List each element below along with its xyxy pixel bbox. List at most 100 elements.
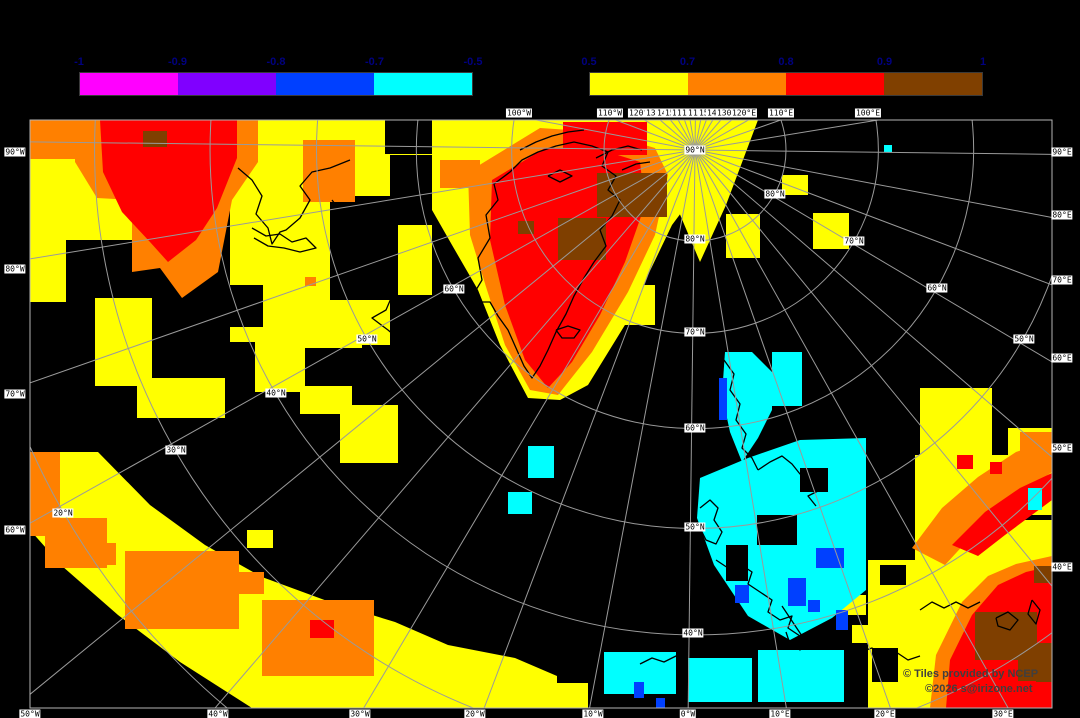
meridian-line xyxy=(30,149,696,695)
grid-label: 130°E xyxy=(715,108,743,118)
legend-negative: -1 -0.9 -0.8 -0.7 -0.5 xyxy=(74,56,482,96)
grid-label: 60°N xyxy=(684,423,706,433)
meridian-line xyxy=(694,149,891,708)
field-cell-cyan xyxy=(772,352,802,406)
field-blob-yellow xyxy=(30,452,557,708)
coastline xyxy=(547,169,573,183)
field-cell-blue xyxy=(816,548,844,568)
field-cell-cyan xyxy=(884,145,892,152)
meridian-line xyxy=(483,149,696,708)
grid-label: 110°W xyxy=(596,108,624,118)
coastline xyxy=(715,559,921,661)
field-cell-cyan xyxy=(528,446,554,478)
grid-label: 80°N xyxy=(684,234,706,244)
legend-tick: 0.8 xyxy=(778,56,794,68)
grid-label: 50°W xyxy=(19,709,41,718)
field-cell-yellow xyxy=(340,405,398,463)
grid-label: 100°E xyxy=(854,108,882,118)
field-cell-yellow xyxy=(247,530,273,548)
grid-label: 20°E xyxy=(874,709,896,718)
coastline xyxy=(331,199,419,353)
coastline xyxy=(251,227,317,253)
meridian-line xyxy=(694,149,1052,587)
meridian-line xyxy=(363,149,696,708)
latitude-circle xyxy=(94,120,1052,708)
legend-tick: -0.9 xyxy=(168,56,187,68)
field-cell-yellow xyxy=(852,625,872,643)
grid-label: 50°N xyxy=(684,522,706,532)
legend-tick: 1 xyxy=(979,56,987,68)
legend-tick: 0.5 xyxy=(581,56,597,68)
grid-label: 40°W xyxy=(207,709,229,718)
field-cell-blue xyxy=(719,378,727,420)
meridian-line xyxy=(30,149,696,384)
field-cell-red xyxy=(990,462,1002,474)
grid-label: 10°W xyxy=(582,709,604,718)
grid-label: 40°N xyxy=(682,628,704,638)
field-cell-orange xyxy=(303,140,355,202)
field-blob-yellow xyxy=(640,120,758,262)
meridian-line xyxy=(687,149,696,708)
meridian-line xyxy=(694,149,1052,458)
field-cell-orange xyxy=(30,137,78,159)
grid-label: 0°W xyxy=(679,709,697,718)
meridian-line xyxy=(30,141,696,151)
field-cell-cyan xyxy=(1028,488,1042,510)
field-cell-orange xyxy=(305,277,316,286)
grid-label: 70°E xyxy=(1051,275,1073,285)
coastline xyxy=(639,655,689,665)
grid-label: 30°N xyxy=(165,445,187,455)
field-cell-holes1 xyxy=(390,155,432,225)
meridian-line xyxy=(214,149,696,708)
grid-label: 120°E xyxy=(730,108,758,118)
legend-segment xyxy=(374,73,472,95)
field-cell-blue xyxy=(836,610,848,630)
watermark-line2: ©2026 s@irizone.net xyxy=(925,683,1033,695)
grid-label: 90°E xyxy=(1051,147,1073,157)
field-cell-orange xyxy=(125,551,239,629)
field-cell-orange xyxy=(92,543,116,565)
legend-segment xyxy=(786,73,884,95)
grid-label: 20°W xyxy=(464,709,486,718)
field-cell-red xyxy=(310,620,334,638)
meridian-line xyxy=(694,149,1052,155)
grid-label: 50°N xyxy=(1013,334,1035,344)
legend-positive-bar xyxy=(589,72,983,96)
field-cell-blue xyxy=(634,682,644,698)
field-cell-cyan xyxy=(508,492,532,514)
grid-label: 100°W xyxy=(505,108,533,118)
legend-segment xyxy=(590,73,688,95)
legend-tick: -0.5 xyxy=(463,56,483,68)
grid-label: 90°W xyxy=(4,147,26,157)
field-cell-yellow xyxy=(30,240,66,302)
field-cell-blue xyxy=(656,698,665,708)
grid-label: 30°E xyxy=(992,709,1014,718)
grid-label: 70°W xyxy=(4,389,26,399)
coastline xyxy=(519,129,585,151)
grid-label: 60°E xyxy=(1051,353,1073,363)
grid-label: 80°W xyxy=(4,264,26,274)
meridian-line xyxy=(694,149,1052,363)
grid-label: 40°E xyxy=(1051,562,1073,572)
field-cell-holes2 xyxy=(726,545,748,581)
field-cell-holes1 xyxy=(390,295,432,345)
meridian-line xyxy=(694,149,1052,286)
grid-label: 90°N xyxy=(684,145,706,155)
field-cell-yellow xyxy=(95,298,152,386)
field-cell-yellow xyxy=(255,342,305,392)
map-border xyxy=(29,119,1053,709)
field-blob-red xyxy=(952,473,1052,556)
legend-segment xyxy=(178,73,276,95)
grid-label: 20°N xyxy=(52,508,74,518)
legend-tick: 0.9 xyxy=(876,56,893,68)
legend-segment xyxy=(80,73,178,95)
legend-tick: 0.7 xyxy=(679,56,696,68)
field-cell-brown xyxy=(1036,662,1052,682)
grid-label: 80°N xyxy=(764,189,786,199)
legend-segment xyxy=(884,73,982,95)
field-cell-brown xyxy=(558,218,606,260)
coastline xyxy=(237,159,351,245)
meridian-line xyxy=(694,149,787,708)
coastline xyxy=(1027,599,1041,625)
